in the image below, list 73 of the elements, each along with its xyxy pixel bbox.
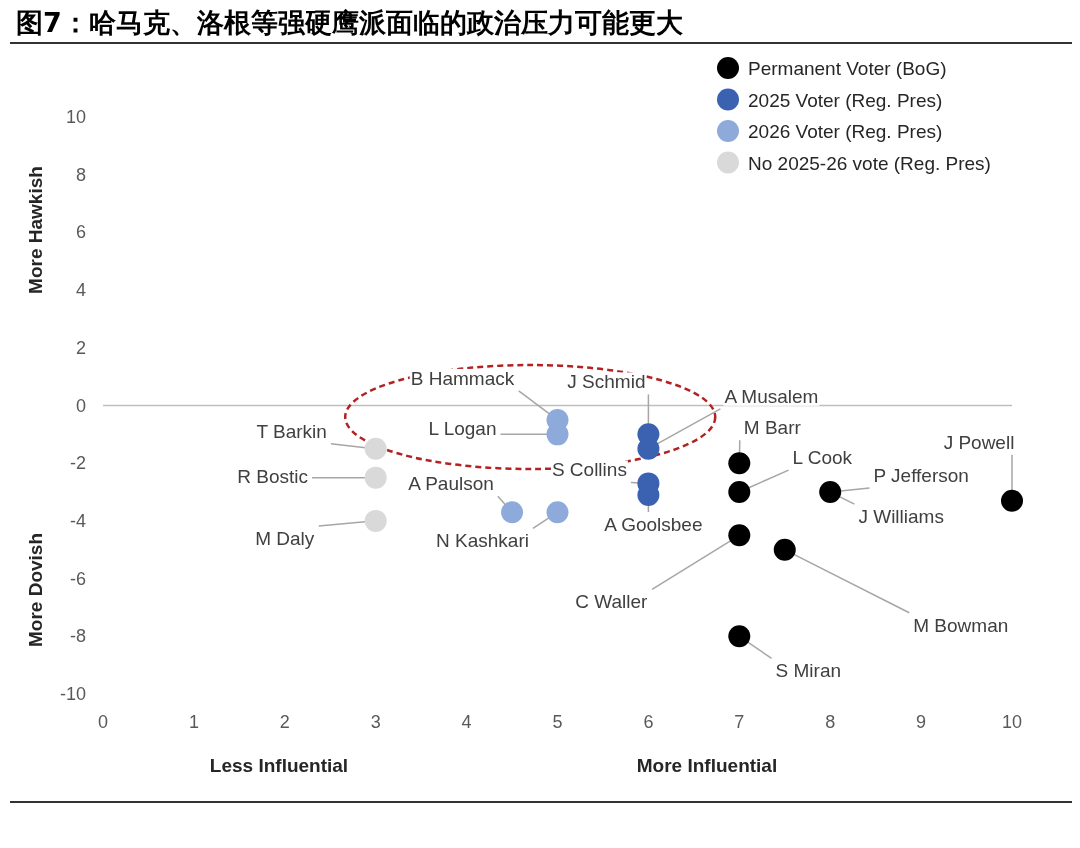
legend-label: Permanent Voter (BoG) [748, 58, 947, 79]
annotation: C Waller [575, 591, 649, 613]
text: More Hawkish [25, 166, 47, 294]
x-tick-label: 7 [734, 712, 745, 732]
annotation: R Bostic [237, 465, 309, 487]
y-tick-label: -4 [69, 510, 86, 531]
annotation: L Logan [427, 418, 551, 440]
annotation: R Bostic [236, 465, 369, 487]
annotation: M Daly [254, 520, 369, 549]
annotation: S Collins [551, 459, 627, 481]
annotation: S Miran [775, 660, 842, 682]
annotation: A Musalem [724, 385, 819, 407]
annotation: A Paulson [408, 473, 494, 495]
y-tick-label: 10 [65, 107, 86, 127]
annotation: C Waller [574, 538, 734, 613]
annotation: P Jefferson [873, 465, 969, 487]
x-tick-label: 8 [825, 712, 836, 732]
x-tick-label: 5 [552, 712, 563, 732]
text: More Influential [636, 755, 778, 777]
y-tick-label: 2 [75, 337, 86, 358]
annotation: M Bowman [791, 552, 1010, 636]
point [728, 524, 751, 547]
x-tick-label: 0 [97, 712, 109, 732]
y-tick-label: 6 [75, 222, 86, 243]
y-tick-label: -2 [69, 453, 86, 474]
x-tick-label: 2 [279, 712, 290, 732]
point [364, 437, 387, 460]
x-tick-label: 4 [461, 712, 472, 732]
y-tick-label: -10 [59, 684, 86, 704]
legend-label: No 2025-26 vote (Reg. Pres) [748, 152, 991, 174]
point [1001, 489, 1023, 512]
x-tick-label: 1 [188, 712, 199, 732]
y-tick-label: -6 [69, 568, 86, 589]
annotation: S Miran [745, 640, 843, 682]
text: Less Influential [209, 755, 349, 777]
annotation: J Powell [943, 431, 1015, 453]
x-tick-label: 6 [643, 712, 654, 732]
annotation: B Hammack [410, 367, 515, 389]
chart-title: 图7：哈马克、洛根等强硬鹰派面临的政治压力可能更大 [16, 7, 684, 38]
point [819, 481, 842, 504]
x-tick-label: 3 [370, 712, 381, 732]
x-tick-label: 10 [1001, 712, 1023, 732]
annotation: T Barkin [256, 420, 327, 442]
point [501, 501, 524, 524]
point [364, 466, 387, 489]
annotation: B Hammack [409, 367, 552, 416]
text: More Dovish [25, 532, 47, 648]
legend-label: 2026 Voter (Reg. Pres) [748, 121, 943, 142]
annotation: A Paulson [407, 473, 508, 507]
point [728, 481, 751, 504]
annotation: L Logan [428, 418, 497, 440]
annotation: J Schmid [567, 371, 646, 393]
point [546, 501, 569, 524]
annotation: J Williams [858, 506, 944, 528]
annotation: J Williams [836, 494, 945, 528]
point [773, 538, 796, 561]
annotation: J Schmid [566, 371, 650, 428]
y-tick-label: -8 [69, 626, 86, 647]
x-tick-label: 9 [916, 712, 927, 732]
legend-label: 2025 Voter (Reg. Pres) [748, 89, 943, 111]
y-tick-label: 4 [75, 280, 86, 301]
point [364, 509, 387, 532]
annotation: A Goolsbee [603, 502, 704, 535]
point [728, 625, 751, 648]
annotation: M Bowman [913, 614, 1009, 636]
point [728, 452, 751, 475]
annotation: N Kashkari [436, 530, 529, 552]
annotation: M Daly [255, 527, 315, 549]
annotation: M Barr [743, 417, 802, 439]
annotation: A Goolsbee [604, 513, 703, 535]
annotation: T Barkin [255, 420, 369, 449]
y-tick-label: 0 [75, 395, 86, 416]
y-tick-label: 8 [75, 164, 86, 185]
